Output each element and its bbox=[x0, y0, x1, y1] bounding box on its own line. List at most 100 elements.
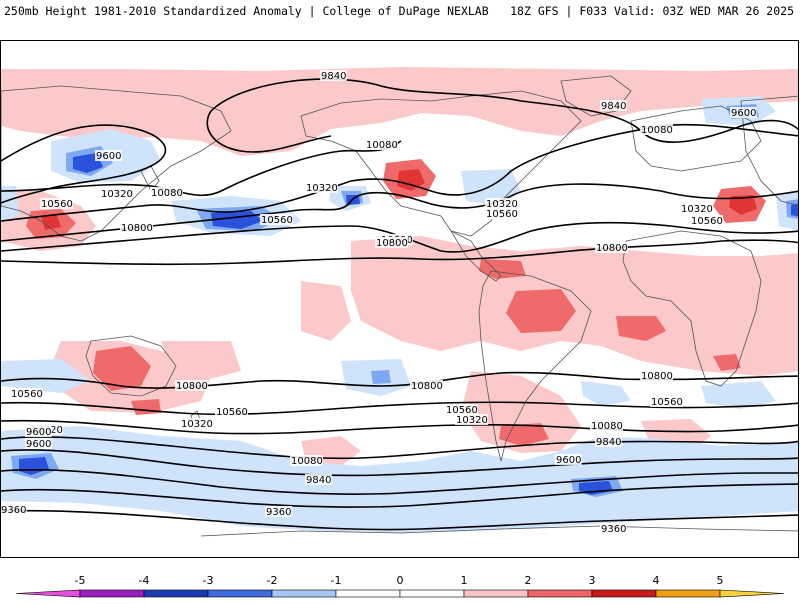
contour-label-bg bbox=[600, 523, 627, 534]
contour-label: 10320 bbox=[681, 204, 713, 215]
contour-label-bg bbox=[150, 187, 183, 198]
contour-label: 9360 bbox=[1, 505, 26, 516]
contour-label-bg bbox=[265, 506, 292, 517]
contour-label-bg bbox=[595, 242, 628, 253]
europe-outline bbox=[630, 105, 762, 172]
contour-label: 10800 bbox=[641, 371, 673, 382]
contour-label: 10560 bbox=[41, 199, 73, 210]
contour-label: 9600 bbox=[26, 427, 51, 438]
colorbar-tick-label: 5 bbox=[717, 574, 724, 587]
colorbar-tick-label: 0 bbox=[397, 574, 404, 587]
contour-label: 10080 bbox=[591, 421, 623, 432]
colorbar-tick-label: -5 bbox=[75, 574, 86, 587]
contour-label-bg bbox=[100, 188, 133, 199]
contour-label-bg bbox=[180, 418, 213, 429]
contour-label-bg bbox=[40, 198, 73, 209]
contour-label: 9360 bbox=[601, 524, 626, 535]
central-america-outline bbox=[449, 230, 502, 282]
contour-label: 10080 bbox=[641, 125, 673, 136]
contour-label: 10320 bbox=[486, 199, 518, 210]
colorbar-segment bbox=[335, 589, 401, 598]
africa-outline bbox=[622, 230, 762, 387]
contour-label: 9840 bbox=[306, 475, 331, 486]
contour-label-bg bbox=[95, 150, 122, 161]
contour-label: 10560 bbox=[446, 405, 478, 416]
colorbar-segment bbox=[527, 589, 593, 598]
contour-label: 10080 bbox=[151, 188, 183, 199]
anomaly-colorbar: -5 -4 -3 -2 -1 0 1 2 3 4 5 bbox=[0, 562, 800, 600]
contour-label-bg bbox=[365, 139, 398, 150]
contour-label: 10800 bbox=[121, 223, 153, 234]
contour-label: 10800 bbox=[376, 238, 408, 249]
colorbar-segment bbox=[15, 589, 81, 598]
contour-label: 10800 bbox=[176, 381, 208, 392]
contour-label-bg bbox=[485, 198, 518, 209]
asia-east-outline bbox=[740, 95, 798, 206]
contour-label: 10560 bbox=[651, 397, 683, 408]
colorbar-tick-label: 4 bbox=[653, 574, 660, 587]
contour-label: 10320 bbox=[181, 419, 213, 430]
contour-label-bg bbox=[320, 70, 347, 81]
contour-label: 10560 bbox=[261, 215, 293, 226]
contour-label: 10320 bbox=[306, 183, 338, 194]
contour-label: 10320 bbox=[456, 415, 488, 426]
anomaly-map: 9840 9840 9600 9600 10080 10080 10080 10320 1032… bbox=[0, 40, 799, 558]
contour-label: 9840 bbox=[321, 71, 346, 82]
contour-label: 9840 bbox=[596, 437, 621, 448]
colorbar-tick-label: -1 bbox=[331, 574, 342, 587]
contour-label-bg bbox=[485, 208, 518, 219]
contour-label-bg bbox=[290, 455, 323, 466]
colorbar-segment bbox=[719, 589, 785, 598]
contour-label: 9360 bbox=[266, 507, 291, 518]
height-contours bbox=[1, 78, 798, 531]
contour-label-bg bbox=[215, 406, 248, 417]
contour-label-bg bbox=[650, 396, 683, 407]
contour-label: 9600 bbox=[556, 455, 581, 466]
colorbar-segment bbox=[655, 589, 721, 598]
contour-label-bg bbox=[120, 222, 153, 233]
model-valid-time: 18Z GFS | F033 Valid: 03Z WED MAR 26 202… bbox=[510, 4, 794, 18]
colorbar-tick-label: 2 bbox=[525, 574, 532, 587]
contour-label-bg bbox=[1, 504, 27, 515]
colorbar-tick-label: 3 bbox=[589, 574, 596, 587]
contour-label-bg bbox=[730, 107, 757, 118]
contour-label-bg bbox=[600, 100, 627, 111]
contour-label-bg bbox=[590, 420, 623, 431]
strongest-positive-anomaly bbox=[41, 169, 757, 230]
colorbar-ticks: -5 -4 -3 -2 -1 0 1 2 3 4 5 bbox=[75, 574, 724, 587]
contour-label-bg bbox=[640, 370, 673, 381]
contour-label-bg bbox=[555, 454, 582, 465]
contour-label: 10560 bbox=[11, 389, 43, 400]
colorbar-segments bbox=[15, 589, 785, 598]
contour-label-bg bbox=[10, 388, 43, 399]
colorbar-tick-label: -3 bbox=[203, 574, 214, 587]
contour-label: 10080 bbox=[366, 140, 398, 151]
south-america-outline bbox=[478, 270, 592, 462]
contour-label-bg bbox=[175, 380, 208, 391]
colorbar-tick-label: -4 bbox=[139, 574, 150, 587]
contour-label: 10800 bbox=[411, 381, 443, 392]
contour-label: 9600 bbox=[26, 439, 51, 450]
contour-label-bg bbox=[25, 426, 52, 437]
colorbar-segment bbox=[271, 589, 337, 598]
contour-label-bg bbox=[640, 124, 673, 135]
contour-label: 10560 bbox=[216, 407, 248, 418]
australia-outline bbox=[85, 335, 177, 397]
contour-label: 10560 bbox=[486, 209, 518, 220]
contour-label-bg bbox=[25, 438, 52, 449]
colorbar-graphic: -5 -4 -3 -2 -1 0 1 2 3 4 5 bbox=[15, 574, 785, 598]
colorbar-segment bbox=[399, 589, 465, 598]
contour-label-bg bbox=[305, 474, 332, 485]
contour-label-bg bbox=[690, 215, 723, 226]
colorbar-segment bbox=[591, 589, 657, 598]
contour-label-bg bbox=[455, 414, 488, 425]
antarctica-outline bbox=[200, 525, 798, 537]
contour-label: 10560 bbox=[691, 216, 723, 227]
map-canvas: 9840984096009600100801008010080103201032… bbox=[1, 67, 798, 537]
colorbar-segment bbox=[79, 589, 145, 598]
contour-label-bg bbox=[445, 404, 478, 415]
colorbar-tick-label: 1 bbox=[461, 574, 468, 587]
contour-label: 9600 bbox=[731, 108, 756, 119]
colorbar-segment bbox=[143, 589, 209, 598]
contour-label-bg bbox=[680, 203, 713, 214]
